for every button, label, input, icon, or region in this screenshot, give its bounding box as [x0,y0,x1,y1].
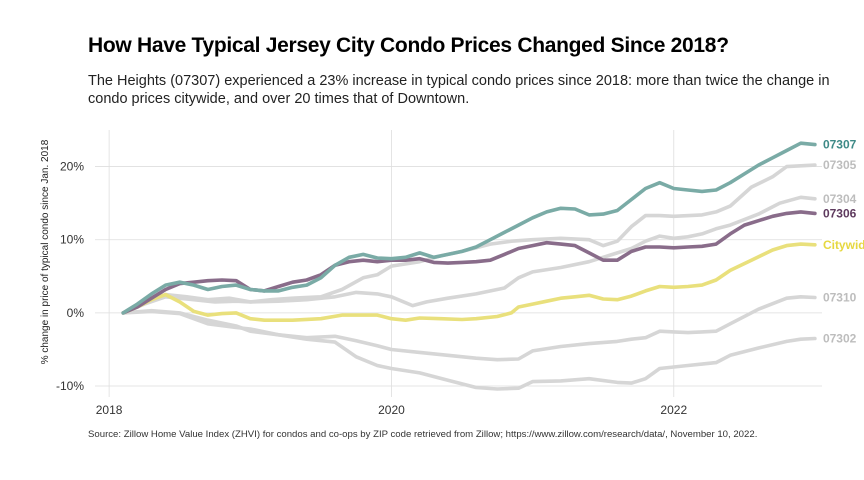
y-tick-label: 20% [60,160,84,174]
y-axis-label: % change in price of typical condo since… [40,139,51,364]
series-label-07302: 07302 [823,331,857,345]
series-line-07305 [121,163,817,315]
series-end-labels: 07310 07302 07304 07305 Citywide 07306 07307 [823,138,864,346]
axis-ticks: -10% 0% 10% 20% 2018 2020 2022 [56,160,687,417]
series-label-07306: 07306 [823,206,857,220]
series-lines [121,141,817,391]
series-line-citywide [121,242,817,322]
x-tick-label: 2018 [96,403,123,417]
series-label-citywide: Citywide [823,238,864,252]
series-line-07302 [121,309,817,391]
x-tick-label: 2020 [378,403,405,417]
series-line-07307 [121,141,817,315]
y-tick-label: 0% [67,306,85,320]
y-tick-label: -10% [56,379,84,393]
series-line-07310 [121,295,817,362]
source-note: Source: Zillow Home Value Index (ZHVI) f… [88,429,758,440]
x-tick-label: 2022 [660,403,687,417]
chart-subtitle: The Heights (07307) experienced a 23% in… [88,73,830,107]
series-label-07307: 07307 [823,138,857,152]
series-label-07305: 07305 [823,158,857,172]
series-label-07310: 07310 [823,291,857,305]
y-tick-label: 10% [60,233,84,247]
series-line-07306 [121,210,817,315]
series-label-07304: 07304 [823,192,857,206]
chart-title: How Have Typical Jersey City Condo Price… [88,34,729,57]
